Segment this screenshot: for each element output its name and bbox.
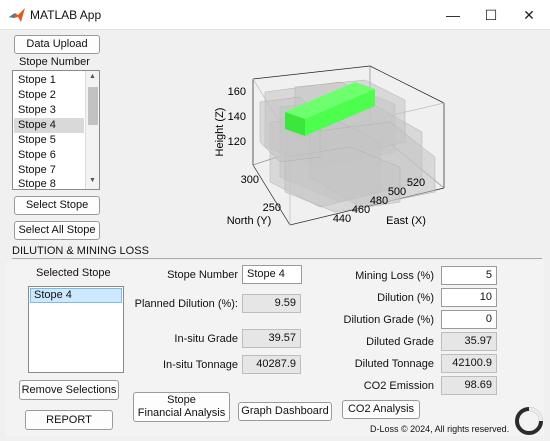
select-stope-button[interactable]: Select Stope: [14, 196, 100, 215]
planned-dilution-value: 9.59: [242, 294, 301, 313]
selected-stope-label: Selected Stope: [36, 267, 111, 279]
list-item[interactable]: Stope 1: [18, 74, 56, 86]
stope-number-field-label: Stope Number: [167, 269, 238, 281]
diluted-tonnage-value: 42100.9: [441, 354, 497, 373]
x-tick: 500: [388, 186, 406, 198]
dilution-grade-label: Dilution Grade (%): [343, 314, 434, 326]
dilution-input[interactable]: 10: [441, 288, 497, 307]
maximize-button[interactable]: ☐: [484, 7, 498, 23]
diluted-tonnage-label: Diluted Tonnage: [354, 358, 434, 370]
dilution-grade-input[interactable]: 0: [441, 310, 497, 329]
list-item[interactable]: Stope 3: [18, 104, 56, 116]
x-tick: 480: [370, 195, 388, 207]
window-title: MATLAB App: [30, 8, 102, 22]
stope-financial-analysis-button[interactable]: Stope Financial Analysis: [133, 392, 230, 422]
mining-loss-label: Mining Loss (%): [355, 270, 434, 282]
co2-emission-value: 98.69: [441, 376, 497, 395]
scrollbar-thumb[interactable]: [88, 87, 98, 125]
co2-analysis-button[interactable]: CO2 Analysis: [342, 400, 420, 419]
remove-selections-button[interactable]: Remove Selections: [19, 380, 119, 400]
list-item[interactable]: Stope 6: [18, 149, 56, 161]
z-tick: 140: [228, 111, 246, 123]
copyright-text: D-Loss © 2024, All rights reserved.: [370, 424, 510, 434]
report-button[interactable]: REPORT: [25, 410, 113, 430]
matlab-logo-icon: [9, 8, 25, 22]
loading-spinner-icon: [515, 407, 543, 435]
scroll-down-icon[interactable]: ▼: [89, 177, 96, 184]
x-tick: 440: [333, 213, 351, 225]
close-button[interactable]: ✕: [523, 7, 535, 23]
list-item-selected[interactable]: Stope 4: [30, 288, 122, 303]
stope-3d-plot[interactable]: 160 140 120 Height (Z) 300 250 North (Y)…: [190, 62, 470, 242]
list-item-selected[interactable]: Stope 4: [14, 118, 84, 133]
selected-stope-listbox[interactable]: Stope 4: [28, 286, 124, 373]
y-tick: 250: [263, 202, 281, 214]
dilution-label: Dilution (%): [377, 292, 434, 304]
stope-number-label: Stope Number: [19, 56, 90, 68]
list-item[interactable]: Stope 8: [18, 178, 56, 190]
z-tick: 120: [228, 136, 246, 148]
minimize-button[interactable]: —: [446, 7, 460, 23]
x-tick: 460: [352, 204, 370, 216]
list-item[interactable]: Stope 7: [18, 164, 56, 176]
section-divider: [12, 258, 542, 259]
list-item[interactable]: Stope 5: [18, 134, 56, 146]
diluted-grade-label: Diluted Grade: [366, 336, 434, 348]
x-tick: 520: [407, 177, 425, 189]
co2-emission-label: CO2 Emission: [363, 380, 434, 392]
data-upload-button[interactable]: Data Upload: [14, 35, 100, 54]
z-tick: 160: [228, 86, 246, 98]
insitu-grade-label: In-situ Grade: [174, 333, 238, 345]
title-bar: [0, 0, 550, 30]
section-title: DILUTION & MINING LOSS: [12, 245, 149, 257]
mining-loss-input[interactable]: 5: [441, 266, 497, 285]
y-axis-label: North (Y): [227, 215, 272, 227]
highlighted-stope: [285, 82, 375, 136]
list-item[interactable]: Stope 2: [18, 89, 56, 101]
button-label-line: Stope: [167, 394, 196, 406]
planned-dilution-label: Planned Dilution (%):: [134, 298, 238, 310]
scroll-up-icon[interactable]: ▲: [89, 73, 96, 80]
insitu-tonnage-label: In-situ Tonnage: [162, 359, 238, 371]
stope-number-field[interactable]: Stope 4: [242, 265, 302, 284]
insitu-grade-value: 39.57: [242, 329, 301, 348]
x-axis-label: East (X): [386, 215, 426, 227]
graph-dashboard-button[interactable]: Graph Dashboard: [238, 402, 332, 421]
select-all-stope-button[interactable]: Select All Stope: [14, 221, 100, 240]
insitu-tonnage-value: 40287.9: [242, 355, 301, 374]
y-tick: 300: [241, 174, 259, 186]
z-axis-label: Height (Z): [214, 108, 226, 157]
diluted-grade-value: 35.97: [441, 332, 497, 351]
button-label-line: Financial Analysis: [137, 407, 226, 419]
listbox-scrollbar[interactable]: ▲ ▼: [85, 71, 99, 189]
stope-listbox[interactable]: Stope 1 Stope 2 Stope 3 Stope 4 Stope 5 …: [12, 70, 100, 190]
